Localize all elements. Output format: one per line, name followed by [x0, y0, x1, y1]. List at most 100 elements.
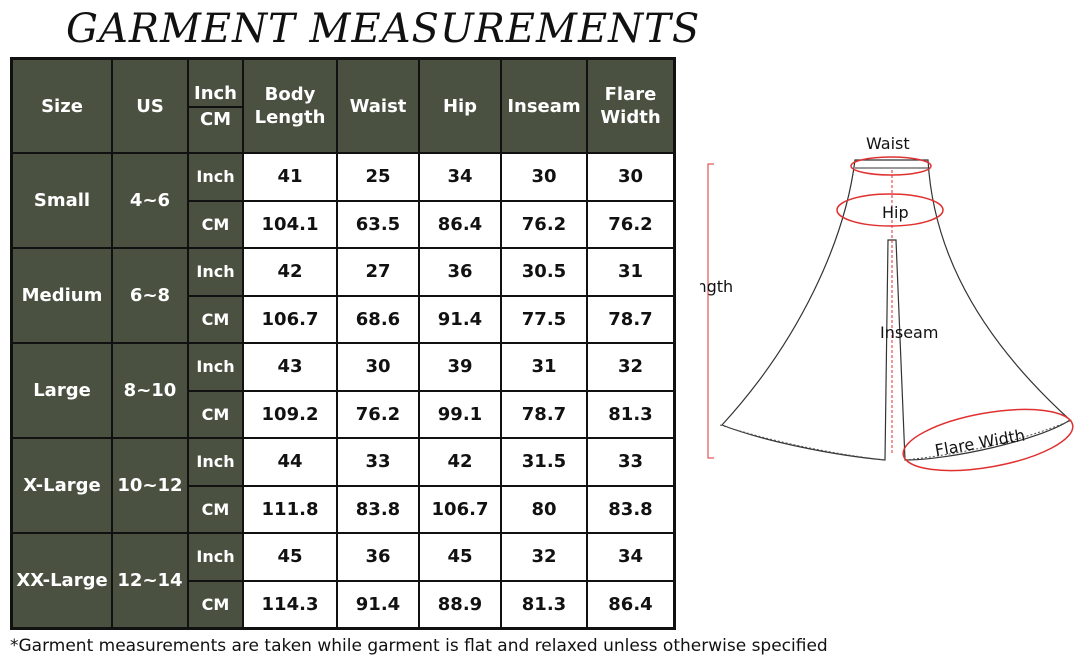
measurement-cell: 25 [336, 152, 420, 202]
flare-pants-diagram: Waist Hip Length Inseam Flare Width [700, 134, 1074, 472]
size-cell: X-Large [10, 437, 113, 534]
size-cell: XX-Large [10, 532, 113, 630]
measurement-cell: 106.7 [418, 484, 502, 534]
table-row: XX-Large 12~14 Inch 45 36 45 32 34 [10, 532, 676, 630]
measurement-cell: 78.7 [586, 294, 676, 344]
table-row: X-Large 10~12 Inch 44 33 42 31.5 33 [10, 437, 676, 534]
header-inseam: Inseam [500, 57, 588, 154]
unit-cell: Inch [187, 342, 244, 392]
measurement-cell: 88.9 [418, 579, 502, 630]
measurement-cell: 45 [242, 532, 338, 582]
measurement-cell: 76.2 [500, 199, 588, 249]
label-hip: Hip [882, 203, 909, 222]
measurement-cell: 36 [336, 532, 420, 582]
header-body-length: Body Length [242, 57, 338, 154]
size-cell: Large [10, 342, 113, 439]
measurement-cell: 36 [418, 247, 502, 297]
measurement-cell: 27 [336, 247, 420, 297]
measurement-cell: 31 [500, 342, 588, 392]
size-chart-table: Size US Inch CM Body Length Waist Hip Inse… [10, 57, 676, 630]
measurement-cell: 33 [336, 437, 420, 487]
table-row: Large 8~10 Inch 43 30 39 31 32 [10, 342, 676, 439]
hip-marker [836, 193, 944, 227]
measurement-cell: 41 [242, 152, 338, 202]
measurement-cell: 39 [418, 342, 502, 392]
header-row: Size US Inch CM Body Length Waist Hip Inse… [10, 57, 676, 154]
measurement-cell: 31 [586, 247, 676, 297]
unit-cell: CM [187, 199, 244, 249]
measurement-note: *Garment measurements are taken while ga… [10, 636, 828, 656]
measurement-cell: 91.4 [336, 579, 420, 630]
header-flare-l2: Width [600, 107, 661, 128]
measurement-cell: 30 [336, 342, 420, 392]
unit-cell: Inch [187, 437, 244, 487]
measurement-cell: 63.5 [336, 199, 420, 249]
label-flare-width: Flare Width [933, 425, 1026, 460]
measurement-cell: 45 [418, 532, 502, 582]
table-row: Medium 6~8 Inch 42 27 36 30.5 31 [10, 247, 676, 344]
us-size-cell: 10~12 [111, 437, 189, 534]
table-row: CM 106.7 68.6 91.4 77.5 78.7 [12, 294, 676, 344]
measurement-cell: 109.2 [242, 389, 338, 439]
label-length: Length [700, 277, 733, 296]
flare-width-marker [902, 408, 1074, 472]
unit-cell: CM [187, 484, 244, 534]
header-body-length-l1: Body [264, 84, 316, 105]
measurement-cell: 104.1 [242, 199, 338, 249]
header-flare-l1: Flare [604, 84, 657, 105]
measurement-cell: 68.6 [336, 294, 420, 344]
measurement-cell: 86.4 [586, 579, 676, 630]
measurement-cell: 77.5 [500, 294, 588, 344]
measurement-cell: 43 [242, 342, 338, 392]
header-us: US [111, 57, 189, 154]
measurement-cell: 30 [586, 152, 676, 202]
measurement-cell: 42 [418, 437, 502, 487]
measurement-cell: 81.3 [586, 389, 676, 439]
measurement-cell: 83.8 [586, 484, 676, 534]
measurement-cell: 34 [418, 152, 502, 202]
header-hip: Hip [418, 57, 502, 154]
page-title: GARMENT MEASUREMENTS [66, 6, 701, 52]
us-size-cell: 8~10 [111, 342, 189, 439]
us-size-cell: 4~6 [111, 152, 189, 249]
table-row: CM 109.2 76.2 99.1 78.7 81.3 [12, 389, 676, 439]
table-row: Small 4~6 Inch 41 25 34 30 30 [10, 152, 676, 249]
us-size-cell: 6~8 [111, 247, 189, 344]
measurement-cell: 86.4 [418, 199, 502, 249]
measurement-cell: 81.3 [500, 579, 588, 630]
measurement-cell: 111.8 [242, 484, 338, 534]
measurement-cell: 83.8 [336, 484, 420, 534]
table-row: CM 114.3 91.4 88.9 81.3 86.4 [12, 579, 676, 630]
label-waist: Waist [866, 134, 910, 153]
hem-fringe [719, 419, 1073, 461]
measurement-cell: 30.5 [500, 247, 588, 297]
length-marker [707, 163, 714, 459]
measurement-cell: 30 [500, 152, 588, 202]
measurement-cell: 32 [586, 342, 676, 392]
header-body-length-l2: Length [254, 107, 326, 128]
pants-outline [720, 159, 1071, 461]
unit-cell: Inch [187, 247, 244, 297]
measurement-cell: 33 [586, 437, 676, 487]
table-row: CM 104.1 63.5 86.4 76.2 76.2 [12, 199, 676, 249]
measurement-cell: 32 [500, 532, 588, 582]
unit-cell: Inch [187, 532, 244, 582]
measurement-cell: 114.3 [242, 579, 338, 630]
measurement-cell: 78.7 [500, 389, 588, 439]
measurement-cell: 44 [242, 437, 338, 487]
unit-cell: CM [187, 579, 244, 630]
measurement-cell: 34 [586, 532, 676, 582]
header-size: Size [10, 57, 113, 154]
measurement-cell: 91.4 [418, 294, 502, 344]
size-cell: Medium [10, 247, 113, 344]
waist-marker [850, 156, 932, 176]
header-cm: CM [199, 108, 232, 130]
measurement-cell: 106.7 [242, 294, 338, 344]
unit-cell: CM [187, 389, 244, 439]
header-waist: Waist [336, 57, 420, 154]
measurement-cell: 80 [500, 484, 588, 534]
table-row: CM 111.8 83.8 106.7 80 83.8 [12, 484, 676, 534]
measurement-cell: 76.2 [336, 389, 420, 439]
size-cell: Small [10, 152, 113, 249]
measurement-cell: 76.2 [586, 199, 676, 249]
